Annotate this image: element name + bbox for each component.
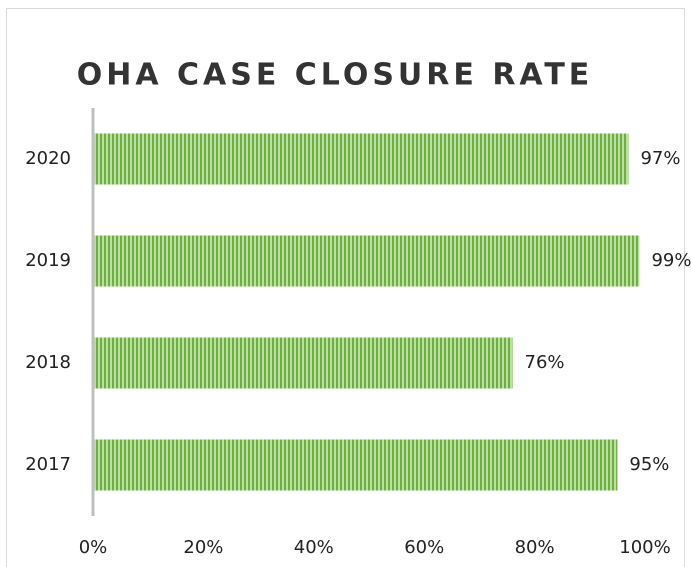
y-tick-label: 2017 xyxy=(25,454,71,475)
bar xyxy=(93,235,640,287)
x-tick-label: 80% xyxy=(515,537,555,558)
value-label: 97% xyxy=(640,148,680,169)
y-tick-label: 2019 xyxy=(25,250,71,271)
x-tick-label: 40% xyxy=(294,537,334,558)
bar xyxy=(93,337,513,389)
value-label: 76% xyxy=(525,352,565,373)
x-tick-label: 0% xyxy=(79,537,108,558)
y-tick-label: 2020 xyxy=(25,148,71,169)
value-label: 99% xyxy=(651,250,691,271)
chart-border xyxy=(6,8,685,567)
x-tick-label: 60% xyxy=(404,537,444,558)
chart-title: OHA CASE CLOSURE RATE xyxy=(77,58,594,93)
value-label: 95% xyxy=(629,454,669,475)
bar xyxy=(93,133,629,185)
y-tick-label: 2018 xyxy=(25,352,71,373)
bar xyxy=(93,439,618,491)
x-tick-label: 100% xyxy=(619,537,670,558)
x-tick-label: 20% xyxy=(183,537,223,558)
